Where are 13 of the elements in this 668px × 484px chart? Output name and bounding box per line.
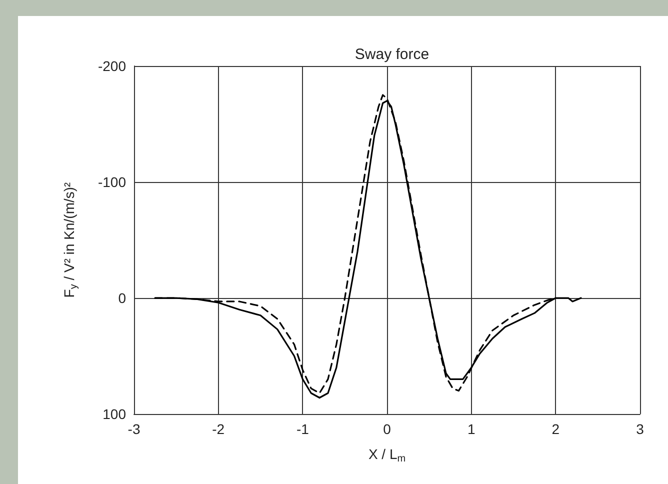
x-tick-label: -2 xyxy=(212,421,225,437)
x-tick-label: 2 xyxy=(552,421,560,437)
x-tick-label: -1 xyxy=(296,421,310,437)
y-tick-label: 100 xyxy=(102,406,126,422)
x-tick-label: -3 xyxy=(128,421,140,437)
chart-title: Sway force xyxy=(354,46,430,63)
x-tick-label: 1 xyxy=(467,421,476,437)
x-tick-label: 3 xyxy=(636,421,644,437)
x-tick-label: 0 xyxy=(383,421,392,437)
y-tick-label: -200 xyxy=(98,58,126,74)
y-axis-title: Fy / V² in Kn/(m/s)² xyxy=(61,182,80,298)
y-tick-label: 0 xyxy=(118,290,126,306)
y-tick-label: -100 xyxy=(98,174,126,190)
